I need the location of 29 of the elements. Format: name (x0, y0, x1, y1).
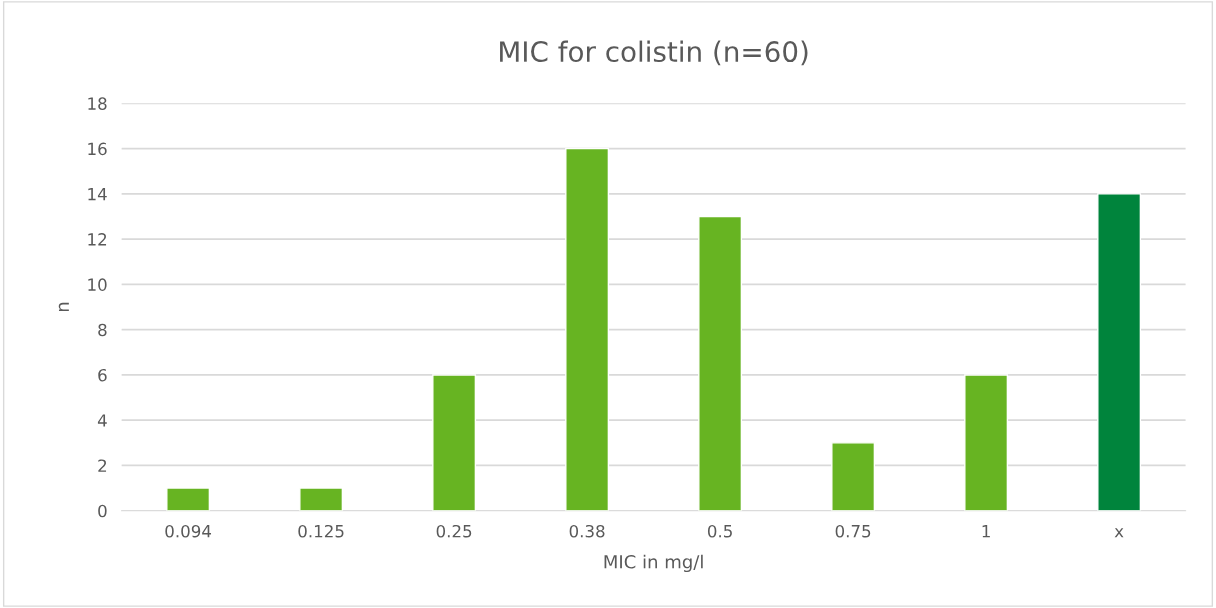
y-axis-title: n (58, 302, 69, 312)
bar (166, 487, 211, 511)
x-tick-label: 0.38 (569, 524, 605, 538)
x-tick-label: 0.094 (165, 524, 212, 538)
x-tick-label: 0.5 (707, 524, 732, 538)
x-tick-label: 1 (982, 525, 990, 538)
bar (1097, 193, 1142, 511)
x-tick-label: 0.25 (436, 524, 472, 538)
x-tick-label: 0.75 (835, 524, 871, 538)
y-tick-label: 10 (88, 278, 107, 291)
bar (831, 442, 876, 511)
x-axis-title: MIC in mg/l (604, 554, 703, 573)
chart-title: MIC for colistin (n=60) (500, 40, 808, 66)
y-tick-label: 8 (98, 323, 107, 337)
y-tick-label: 12 (88, 233, 107, 246)
y-tick-label: 14 (88, 188, 107, 201)
y-tick-label: 2 (98, 459, 107, 472)
x-tick-label: x (1114, 528, 1124, 538)
y-tick-label: 6 (98, 368, 107, 382)
bar (698, 215, 743, 511)
y-tick-label: 0 (98, 504, 107, 518)
bar (432, 374, 477, 511)
y-tick-label: 18 (88, 97, 107, 110)
y-tick-label: 16 (88, 142, 107, 156)
bar (299, 487, 344, 511)
bar (964, 374, 1009, 511)
x-tick-label: 0.125 (298, 524, 344, 538)
y-tick-label: 4 (97, 414, 107, 427)
bar (565, 147, 610, 511)
